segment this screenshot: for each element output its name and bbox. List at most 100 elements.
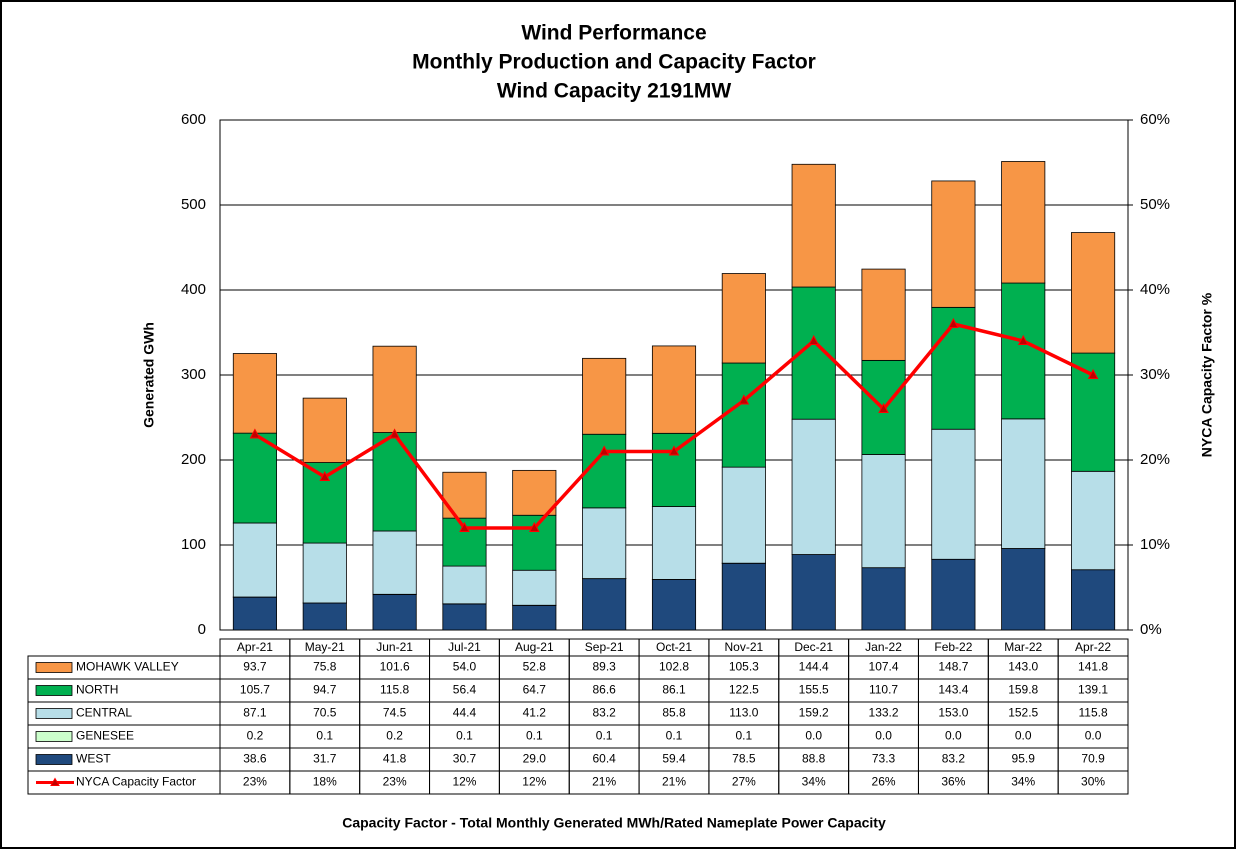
table-value: 18% (313, 775, 337, 789)
bar-segment (931, 180, 976, 308)
table-value: 56.4 (453, 683, 477, 697)
table-value: 110.7 (869, 683, 898, 697)
bar-segment (442, 603, 487, 631)
bar-segment (651, 579, 697, 631)
table-value: 0.1 (666, 729, 683, 743)
table-value: 139.1 (1078, 683, 1108, 697)
table-value: 105.7 (240, 683, 270, 697)
y-tick-label: 200 (181, 451, 206, 468)
table-value: 0.1 (596, 729, 613, 743)
table-value: 12% (522, 775, 546, 789)
table-value: 93.7 (243, 660, 267, 674)
table-value: 34% (802, 775, 826, 789)
table-value: 83.2 (942, 752, 966, 766)
bar-segment (302, 542, 347, 604)
table-value: 44.4 (453, 706, 477, 720)
bar-segment (232, 432, 277, 524)
y-tick-label: 400 (181, 281, 206, 298)
table-value: 101.6 (380, 660, 410, 674)
chart-subtitle: Wind Capacity 2191MW (497, 80, 732, 103)
line-marker (948, 317, 959, 328)
bar-segment (651, 345, 697, 434)
legend-label: WEST (76, 752, 111, 766)
y-tick-label: 500 (181, 196, 206, 213)
bar-segment (1071, 232, 1116, 354)
bar-segment (512, 469, 557, 516)
y2-axis-label: NYCA Capacity Factor % (1199, 292, 1215, 457)
x-tick-label: Jul-21 (448, 640, 481, 654)
table-value: 41.8 (383, 752, 407, 766)
table-value: 52.8 (523, 660, 547, 674)
legend-label: GENESEE (76, 729, 134, 743)
table-value: 86.1 (662, 683, 686, 697)
table-value: 59.4 (662, 752, 686, 766)
legend-swatch (35, 754, 73, 765)
y2-tick-label: 40% (1140, 281, 1170, 298)
line-marker (598, 445, 610, 456)
bar-segment (232, 353, 277, 434)
table-value: 78.5 (732, 752, 756, 766)
table-value: 0.2 (247, 729, 264, 743)
table-value: 113.0 (729, 706, 758, 720)
x-tick-label: Dec-21 (794, 640, 833, 654)
table-value: 34% (1011, 775, 1035, 789)
bar-segment (582, 357, 627, 435)
footnote: Capacity Factor - Total Monthly Generate… (342, 815, 886, 831)
bar-segment (232, 596, 277, 631)
bar-segment (1071, 569, 1116, 631)
legend-label: CENTRAL (76, 706, 132, 720)
bar-segment (372, 345, 417, 433)
table-value: 122.5 (729, 683, 759, 697)
line-marker (528, 521, 540, 532)
table-value: 102.8 (659, 660, 689, 674)
table-value: 133.2 (869, 706, 899, 720)
x-tick-label: Feb-22 (934, 640, 972, 654)
table-value: 64.7 (523, 683, 547, 697)
y2-tick-label: 60% (1140, 111, 1170, 128)
chart-subtitle: Monthly Production and Capacity Factor (412, 51, 816, 74)
bar-segment (861, 268, 906, 361)
table-value: 105.3 (729, 660, 759, 674)
x-tick-label: Apr-21 (237, 640, 273, 654)
legend-swatch (50, 777, 60, 786)
bar-segment (372, 432, 417, 532)
table-value: 70.5 (313, 706, 337, 720)
table-value: 89.3 (592, 660, 616, 674)
bar-segment (931, 558, 976, 631)
bar-segment (1001, 418, 1046, 549)
table-value: 95.9 (1012, 752, 1036, 766)
x-tick-label: Aug-21 (515, 640, 554, 654)
y2-tick-label: 50% (1140, 196, 1170, 213)
table-value: 0.1 (316, 729, 333, 743)
table-value: 31.7 (313, 752, 337, 766)
bar-segment (791, 554, 836, 631)
table-value: 0.0 (1085, 729, 1102, 743)
table-value: 41.2 (523, 706, 547, 720)
table-value: 21% (662, 775, 686, 789)
y-tick-label: 0 (198, 621, 206, 638)
bar-segment (582, 507, 627, 579)
table-value: 0.0 (875, 729, 892, 743)
table-value: 0.1 (736, 729, 753, 743)
legend-swatch (35, 685, 73, 696)
table-value: 115.8 (380, 683, 409, 697)
table-value: 0.0 (945, 729, 962, 743)
table-value: 26% (872, 775, 896, 789)
table-value: 21% (592, 775, 616, 789)
bar-segment (372, 530, 417, 595)
line-marker (319, 470, 331, 481)
bar-segment (442, 471, 487, 519)
table-value: 60.4 (592, 752, 616, 766)
table-value: 144.4 (799, 660, 829, 674)
table-value: 38.6 (243, 752, 267, 766)
line-marker (389, 428, 400, 439)
table-value: 74.5 (383, 706, 407, 720)
chart-title: Wind Performance (521, 22, 706, 45)
legend-swatch (35, 662, 73, 673)
line-marker (1087, 368, 1099, 379)
legend-swatch (35, 731, 73, 742)
x-tick-label: Mar-22 (1004, 640, 1042, 654)
bar-segment (651, 506, 697, 580)
y-axis-label: Generated GWh (141, 322, 157, 428)
